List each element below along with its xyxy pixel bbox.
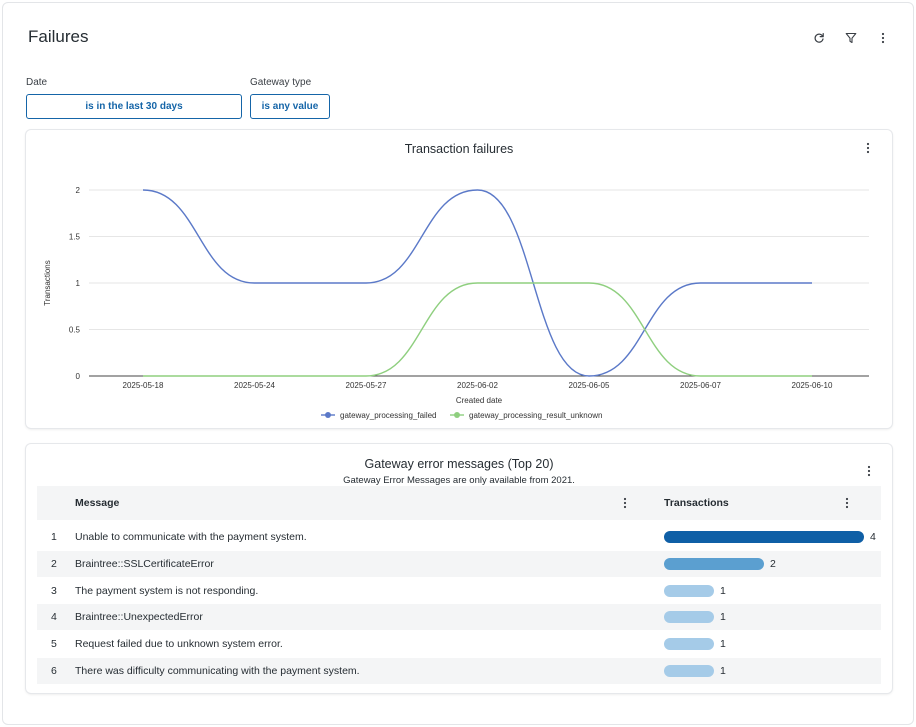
row-message: Braintree::UnexpectedError: [75, 611, 203, 624]
table-row[interactable]: 5 Request failed due to unknown system er…: [37, 631, 881, 657]
transactions-bar: [664, 611, 714, 624]
row-number: 2: [51, 557, 57, 570]
message-column-more-icon[interactable]: [619, 496, 631, 510]
table-row[interactable]: 2 Braintree::SSLCertificateError 2: [37, 550, 881, 577]
x-tick-label: 2025-05-24: [234, 381, 275, 390]
row-message: There was difficulty communicating with …: [75, 665, 360, 677]
refresh-icon[interactable]: [811, 29, 827, 47]
row-number: 6: [51, 665, 57, 677]
date-filter-label: Date: [26, 77, 48, 88]
transactions-bar: [664, 584, 714, 597]
table-row[interactable]: 3 The payment system is not responding. 1: [37, 578, 881, 604]
transactions-value: 1: [720, 584, 726, 597]
transactions-bar: [664, 665, 714, 677]
row-message: Braintree::SSLCertificateError: [75, 557, 214, 570]
row-number: 5: [51, 638, 57, 651]
table-title: Gateway error messages (Top 20): [364, 457, 554, 471]
table-header: Message Transactions: [37, 486, 881, 520]
y-tick-label: 1.5: [69, 233, 81, 242]
dashboard-actions: [811, 29, 891, 47]
x-tick-label: 2025-05-18: [123, 381, 164, 390]
table-row[interactable]: 6 There was difficulty communicating with…: [37, 658, 881, 684]
gateway-errors-card: Gateway error messages (Top 20) Gateway …: [26, 444, 892, 693]
message-column-header[interactable]: Message: [75, 497, 120, 509]
x-tick-label: 2025-06-05: [569, 381, 610, 390]
x-axis-title: Created date: [456, 396, 503, 405]
y-tick-label: 0: [76, 372, 81, 381]
x-tick-label: 2025-05-27: [346, 381, 387, 390]
table-more-vertical-icon[interactable]: [863, 464, 875, 478]
filter-icon[interactable]: [843, 29, 859, 47]
legend-marker: [454, 412, 460, 418]
series-line-gateway_processing_failed: [142, 189, 812, 377]
transactions-value: 1: [720, 665, 726, 677]
transaction-failures-chart: 0 0.5 1 1.5 2 2025-05-18 2025-05-24 2025-05-27 2…: [43, 186, 869, 420]
transactions-value: 1: [720, 638, 726, 651]
transactions-bar: [664, 638, 714, 651]
transactions-value: 4: [870, 531, 876, 543]
transactions-bar: [664, 531, 864, 543]
page-title: Failures: [28, 27, 89, 46]
legend-label: gateway_processing_result_unknown: [469, 411, 602, 420]
row-number: 3: [51, 584, 57, 597]
transactions-value: 2: [770, 557, 776, 570]
row-message: The payment system is not responding.: [75, 584, 259, 597]
date-filter-button[interactable]: is in the last 30 days: [26, 94, 242, 119]
transactions-bar: [664, 557, 764, 570]
y-tick-label: 1: [76, 279, 81, 288]
legend-marker: [325, 412, 331, 418]
chart-title: Transaction failures: [404, 142, 514, 156]
x-tick-label: 2025-06-10: [792, 381, 833, 390]
gateway-type-filter-button[interactable]: is any value: [250, 94, 330, 119]
table-subtitle: Gateway Error Messages are only availabl…: [343, 475, 575, 486]
x-tick-label: 2025-06-02: [457, 381, 498, 390]
row-message: Unable to communicate with the payment s…: [75, 531, 307, 543]
x-tick-label: 2025-06-07: [680, 381, 721, 390]
y-axis-title: Transactions: [43, 260, 52, 306]
row-number: 1: [51, 531, 57, 543]
transactions-value: 1: [720, 611, 726, 624]
chart-more-vertical-icon[interactable]: [862, 141, 874, 155]
transactions-column-header[interactable]: Transactions: [664, 497, 729, 509]
transactions-column-more-icon[interactable]: [841, 496, 853, 510]
gateway-type-filter-label: Gateway type: [250, 77, 312, 88]
series-line-gateway_processing_result_unknown: [142, 282, 812, 377]
y-tick-label: 0.5: [69, 326, 81, 335]
row-message: Request failed due to unknown system err…: [75, 638, 283, 651]
row-number: 4: [51, 611, 57, 624]
y-tick-label: 2: [76, 186, 81, 195]
transaction-failures-card: Transaction failures 0 0.5 1 1.5 2 2025-05-18…: [26, 130, 892, 428]
table-row[interactable]: 1 Unable to communicate with the payment …: [37, 524, 881, 550]
table-row[interactable]: 4 Braintree::UnexpectedError 1: [37, 604, 881, 631]
legend-label: gateway_processing_failed: [340, 411, 437, 420]
more-vertical-icon[interactable]: [875, 29, 891, 47]
